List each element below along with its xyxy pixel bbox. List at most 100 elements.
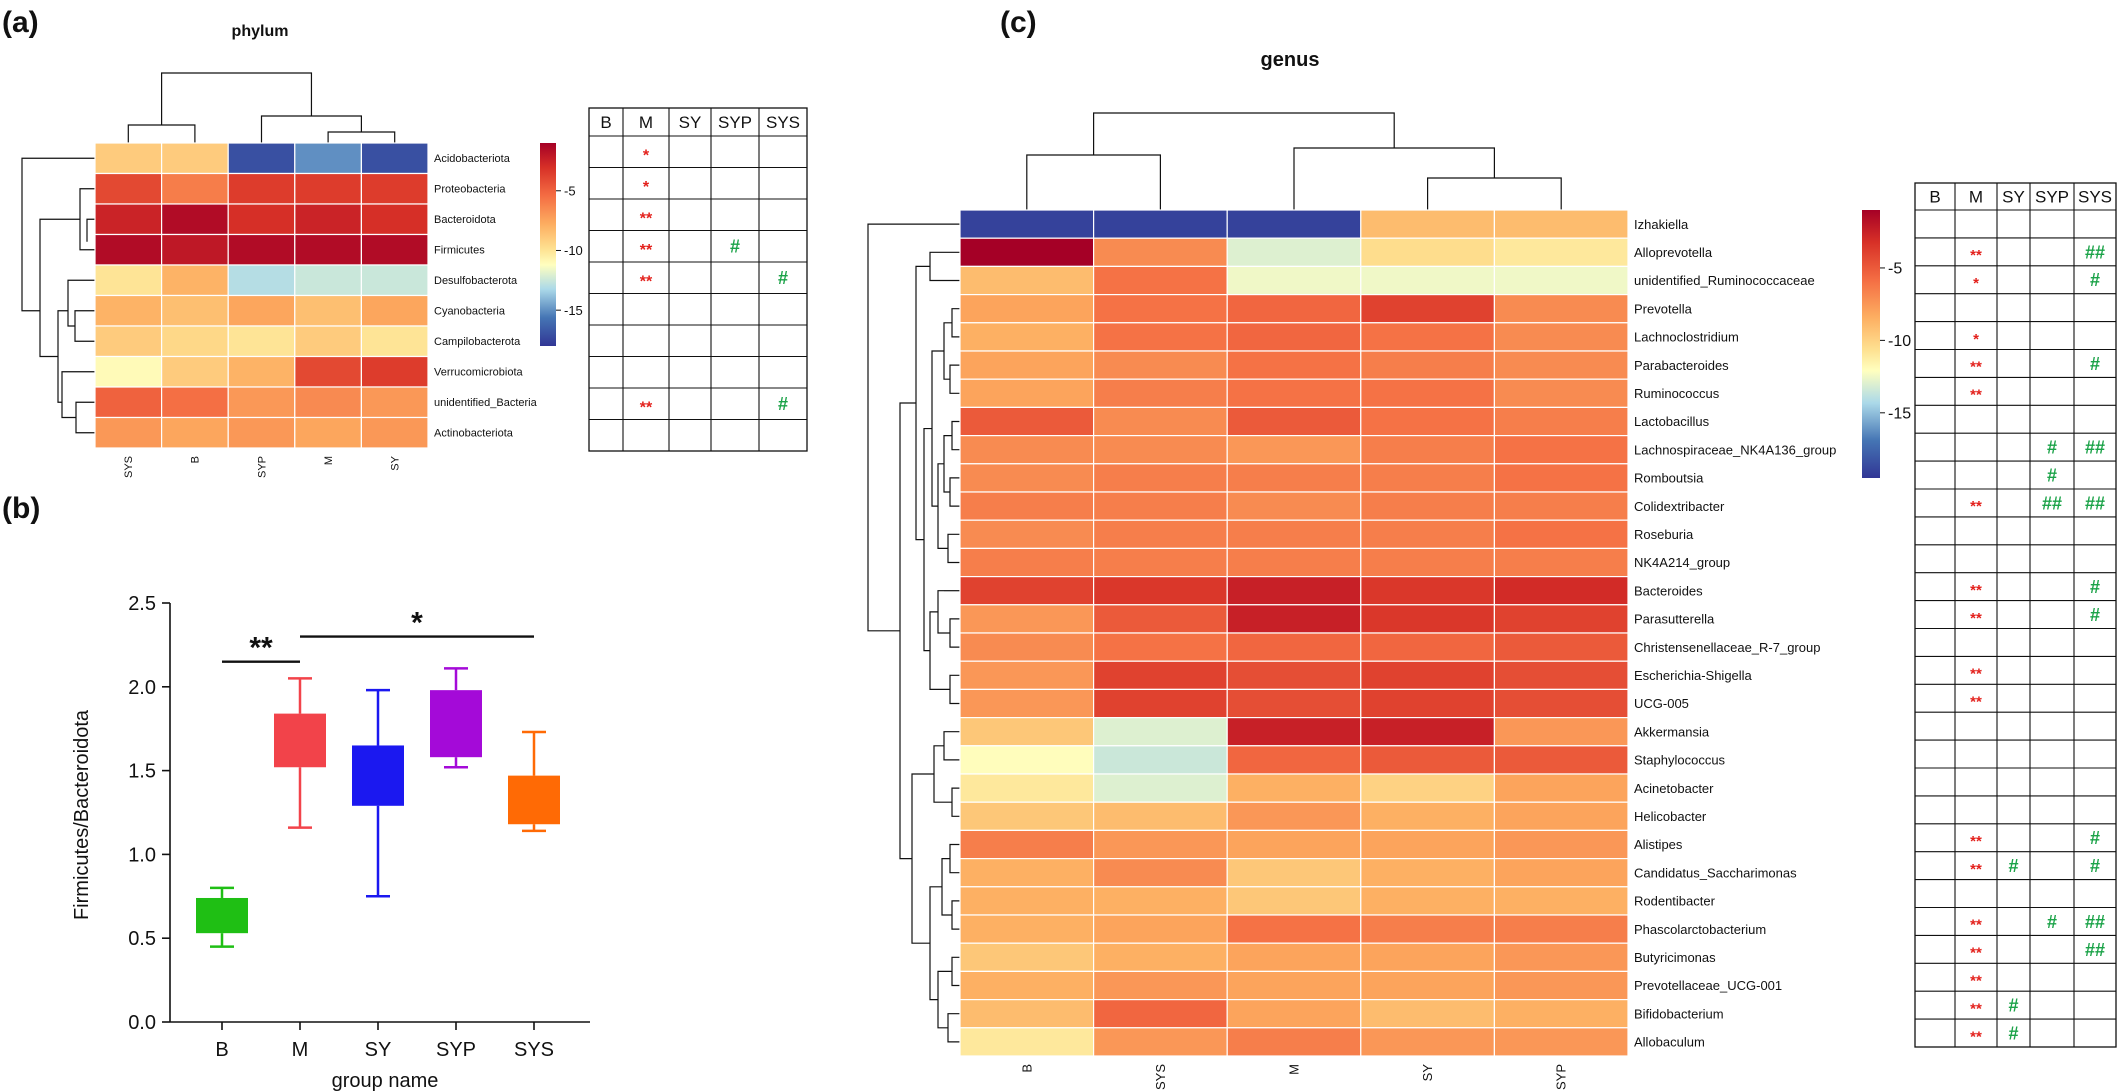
colorbar-gradient — [540, 143, 556, 346]
dendrogram-branch — [1026, 154, 1161, 210]
table-header-cell: SY — [679, 113, 702, 132]
ratio-boxplot-panel: 0.00.51.01.52.02.5B M SY SYP SYS *** group n… — [71, 593, 590, 1092]
heatmap-cell — [1493, 491, 1629, 521]
phylum-heatmap-cells — [94, 142, 429, 449]
heatmap-cell — [94, 172, 163, 205]
heatmap-cell — [959, 322, 1095, 352]
heatmap-cell — [1226, 491, 1362, 521]
significance-hash: ## — [2042, 493, 2062, 513]
heatmap-cell — [1092, 547, 1228, 578]
heatmap-cell — [959, 688, 1095, 719]
heatmap-cell — [161, 294, 229, 327]
x-tick-label: SYP — [436, 1039, 476, 1061]
heatmap-cell — [1092, 857, 1228, 888]
heatmap-cell — [1092, 575, 1228, 606]
x-tick-label: M — [292, 1039, 309, 1061]
heatmap-cell — [1226, 773, 1362, 803]
significance-star: ** — [1970, 1000, 1982, 1017]
dendrogram-branch — [57, 310, 68, 403]
heatmap-cell — [1360, 688, 1496, 719]
heatmap-cell — [1360, 237, 1496, 267]
heatmap-cell — [294, 386, 362, 419]
significance-star: ** — [1970, 247, 1982, 264]
y-tick-label: 0.5 — [128, 928, 156, 950]
genus-heatmap-cells — [959, 209, 1629, 1057]
y-tick-label: 2.0 — [128, 677, 156, 699]
heatmap-cell — [227, 416, 296, 449]
heatmap-cell — [1360, 322, 1496, 352]
dendrogram-branch — [951, 420, 960, 451]
heatmap-cell — [1092, 463, 1228, 493]
heatmap-cell — [959, 745, 1095, 775]
heatmap-cell — [1226, 547, 1362, 578]
heatmap-cell — [1493, 265, 1629, 296]
heatmap-cell — [959, 632, 1095, 662]
boxplot-x-axis-label: group name — [332, 1070, 439, 1092]
heatmap-cell — [161, 355, 229, 388]
heatmap-cell — [959, 378, 1095, 409]
genus-row-labels: Izhakiella Alloprevotella unidentified_Rum… — [1634, 217, 1836, 1050]
heatmap-cell — [161, 172, 229, 205]
row-label: Romboutsia — [1634, 471, 1704, 486]
heatmap-cell — [1360, 265, 1496, 296]
significance-hash: # — [2090, 828, 2100, 848]
phylum-heatmap-panel: phylum Acidobacteriota Proteobacteria Bact… — [21, 23, 808, 478]
heatmap-cell — [227, 355, 296, 388]
dendrogram-branch — [937, 463, 948, 549]
heatmap-cell — [1360, 294, 1496, 324]
heatmap-cell — [294, 233, 362, 266]
significance-star: ** — [1970, 917, 1982, 934]
heatmap-cell — [959, 942, 1095, 973]
dendrogram-branch — [61, 371, 95, 419]
heatmap-cell — [227, 233, 296, 266]
genus-row-dendrogram — [867, 223, 960, 1043]
heatmap-cell — [227, 203, 296, 236]
heatmap-cell — [959, 406, 1095, 437]
row-label: unidentified_Bacteria — [434, 397, 538, 409]
genus-column-dendrogram — [1026, 112, 1562, 210]
significance-hash: # — [2090, 270, 2100, 290]
heatmap-cell — [1092, 773, 1228, 803]
heatmap-cell — [1092, 237, 1228, 267]
row-label: Parabacteroides — [1634, 358, 1729, 373]
dendrogram-branch — [915, 265, 930, 541]
heatmap-cell — [94, 325, 163, 358]
significance-hash: # — [2090, 605, 2100, 625]
significance-hash: ## — [2085, 438, 2105, 458]
significance-star: ** — [1970, 945, 1982, 962]
heatmap-cell — [1226, 914, 1362, 944]
heatmap-cell — [294, 264, 362, 297]
heatmap-cell — [94, 233, 163, 266]
table-header-cell: SYP — [2035, 188, 2069, 207]
significance-hash: # — [2090, 354, 2100, 374]
heatmap-cell — [1493, 237, 1629, 267]
heatmap-cell — [1493, 857, 1629, 888]
heatmap-cell — [959, 660, 1095, 691]
heatmap-cell — [1493, 209, 1629, 239]
column-label: B — [190, 456, 202, 463]
significance-star: ** — [640, 274, 653, 291]
column-label: B — [1019, 1064, 1034, 1073]
heatmap-cell — [360, 355, 429, 388]
heatmap-cell — [1360, 547, 1496, 578]
heatmap-cell — [1092, 801, 1228, 832]
phylum-significance-table: B M SY SYP SYS****** #** #** # — [588, 107, 808, 452]
heatmap-cell — [1493, 970, 1629, 1001]
heatmap-cell — [1493, 519, 1629, 550]
row-label: Rodentibacter — [1634, 894, 1716, 909]
heatmap-cell — [1360, 829, 1496, 860]
heatmap-cell — [959, 998, 1095, 1029]
colorbar-gradient — [1862, 210, 1880, 478]
heatmap-cell — [1493, 378, 1629, 409]
row-label: Candidatus_Saccharimonas — [1634, 865, 1797, 880]
significance-hash: # — [730, 237, 740, 257]
significance-label: ** — [249, 632, 273, 665]
heatmap-cell — [959, 857, 1095, 888]
heatmap-cell — [227, 264, 296, 297]
column-label: M — [1287, 1064, 1302, 1075]
heatmap-cell — [1493, 942, 1629, 973]
heatmap-cell — [1493, 886, 1629, 916]
heatmap-cell — [1360, 716, 1496, 747]
dendrogram-branch — [867, 223, 960, 632]
